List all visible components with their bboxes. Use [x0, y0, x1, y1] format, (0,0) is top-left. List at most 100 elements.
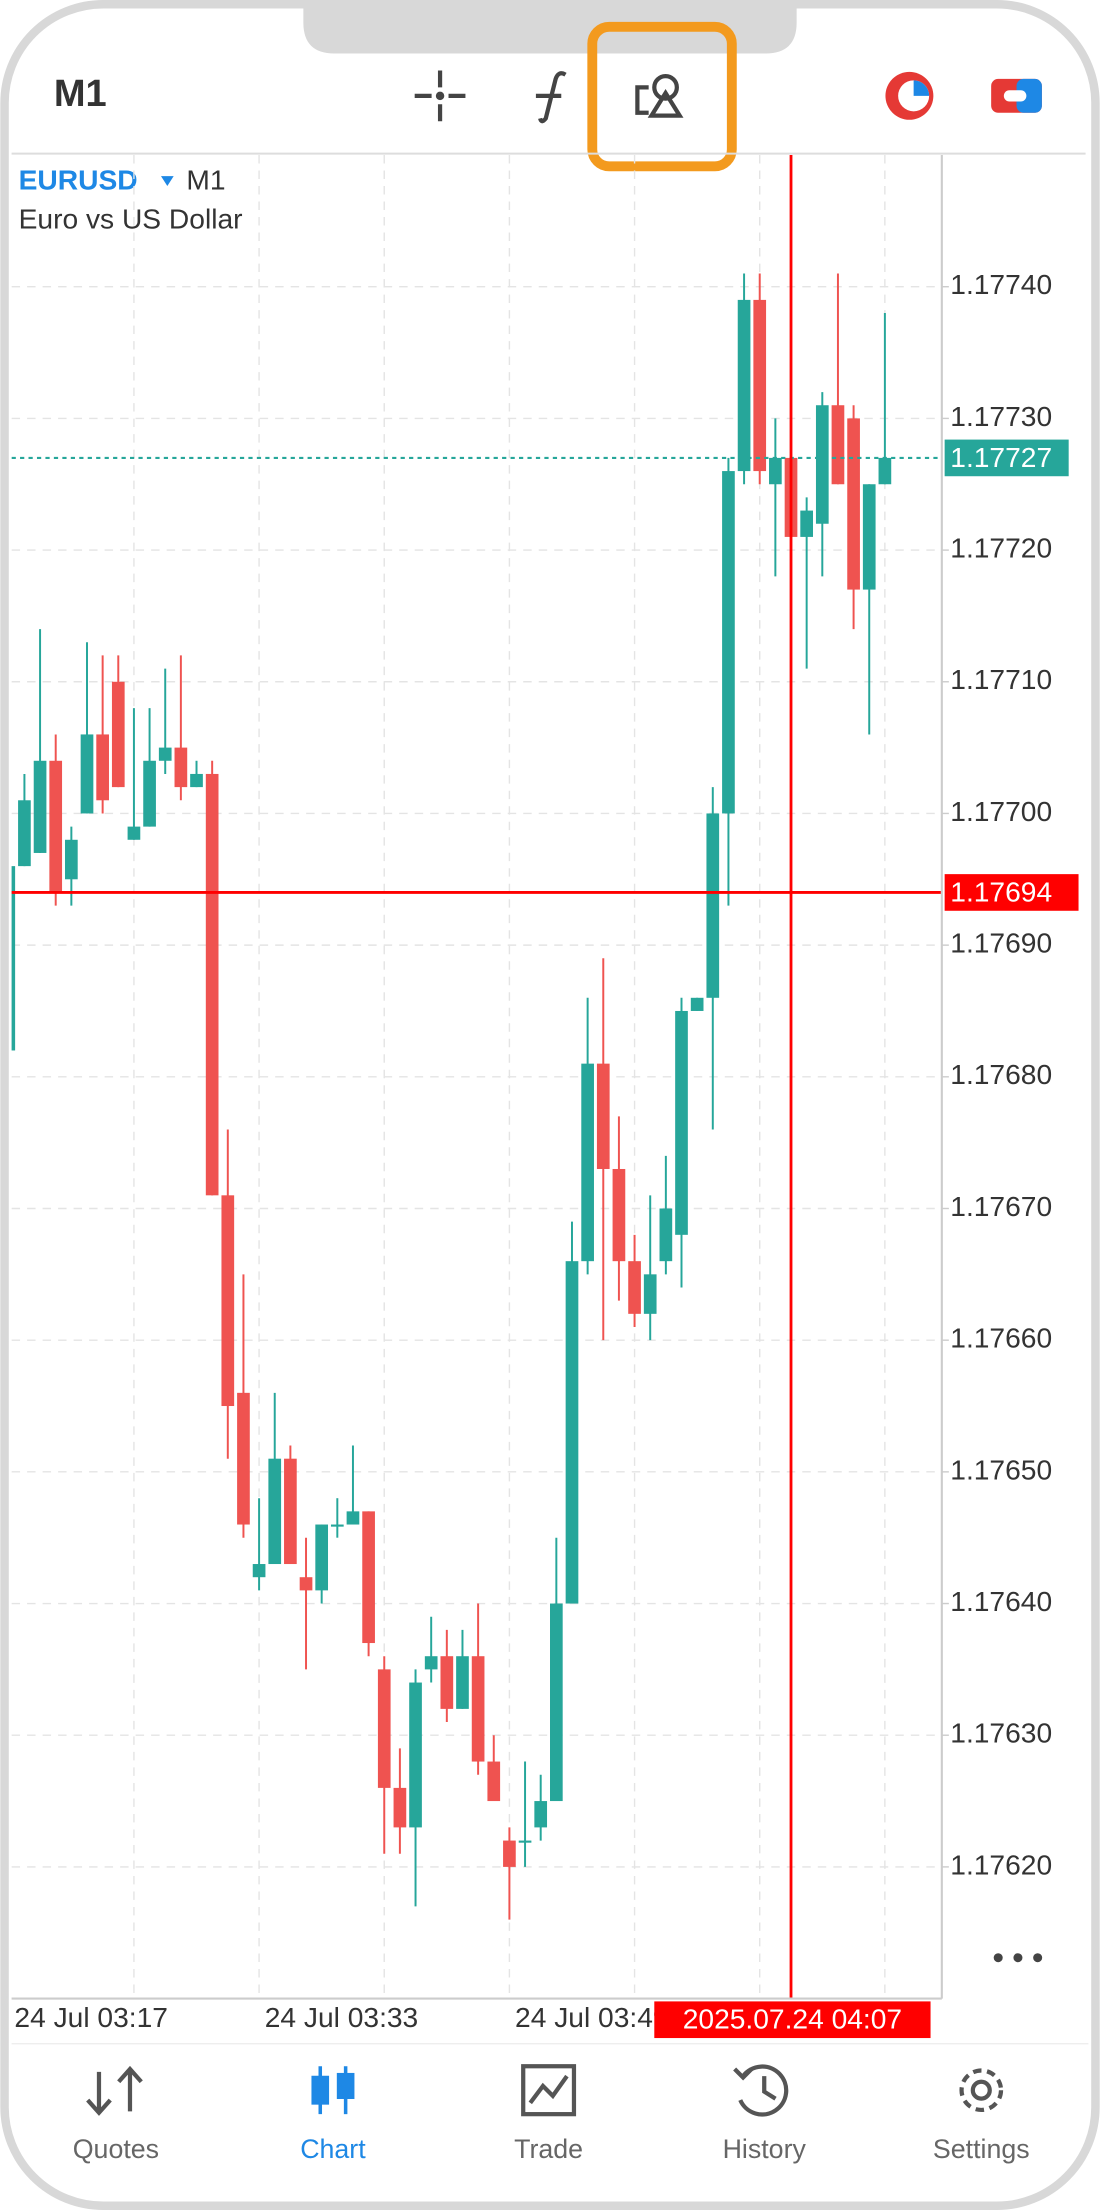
candle-body [284, 1458, 297, 1565]
candle-body [221, 1195, 235, 1407]
candle-body [862, 484, 876, 590]
x-tick-label: 24 Jul 03:33 [265, 2001, 419, 2033]
candle-body [831, 405, 845, 485]
tab-bar: Quotes Chart Trade History Settings [73, 2064, 1030, 2164]
candle-body [268, 1458, 282, 1565]
candle-body [409, 1682, 422, 1828]
candle-body [534, 1801, 548, 1828]
symbol-dropdown[interactable] [160, 176, 174, 187]
candle-body [628, 1261, 641, 1314]
tab-label[interactable]: Chart [300, 2134, 366, 2164]
history-icon [733, 2064, 789, 2117]
symbol-description: Euro vs US Dollar [19, 203, 243, 235]
candle-body [659, 1208, 673, 1262]
candle-body [49, 760, 63, 893]
candle-body [393, 1787, 407, 1828]
y-tick-label: 1.17650 [950, 1453, 1052, 1485]
more-icon[interactable] [993, 1953, 1043, 1963]
highlight-box [587, 21, 737, 172]
candle-body [252, 1564, 266, 1578]
tab-label[interactable]: Quotes [73, 2134, 159, 2164]
candle-body [769, 457, 782, 485]
candle-body [362, 1511, 375, 1644]
y-tick-label: 1.17640 [950, 1585, 1052, 1617]
candle-body [487, 1761, 501, 1802]
candle-body [565, 1261, 579, 1604]
candle-body [581, 1063, 594, 1262]
legend-timeframe: M1 [186, 163, 225, 195]
candle-body [675, 1010, 688, 1235]
candle-body [737, 299, 751, 472]
candle-body [11, 866, 16, 1051]
candle-body [690, 997, 704, 1011]
y-tick-label: 1.17670 [950, 1190, 1052, 1222]
candle-body [299, 1577, 313, 1591]
y-tick-label: 1.17710 [950, 663, 1052, 695]
candle-body [65, 839, 78, 880]
candle-body [143, 760, 156, 827]
candle-body [190, 773, 203, 788]
candle-body [346, 1511, 360, 1525]
symbol: EURUSD [19, 163, 138, 195]
quotes-icon [86, 2065, 143, 2116]
candle-body [706, 813, 720, 998]
candle-body [815, 405, 829, 524]
crosshair-time-label: 2025.07.24 04:07 [683, 2003, 902, 2035]
candle-body [205, 773, 219, 1196]
trade-icon[interactable] [991, 78, 1042, 113]
candle-body [174, 747, 188, 788]
candle-body [503, 1840, 516, 1867]
candle-body [753, 299, 767, 472]
candle-body [596, 1063, 610, 1169]
settings-icon [959, 2068, 1004, 2113]
y-tick-label: 1.17630 [950, 1717, 1052, 1749]
y-tick-label: 1.17680 [950, 1058, 1052, 1090]
tab-label[interactable]: Trade [514, 2134, 583, 2164]
candle-body [127, 826, 141, 840]
candle-body [111, 681, 125, 788]
current-price-label: 1.17727 [950, 441, 1052, 473]
candle-body [18, 800, 31, 867]
x-tick-label: 24 Jul 03:49 [515, 2001, 669, 2033]
y-tick-label: 1.17720 [950, 532, 1052, 564]
x-tick-label: 24 Jul 03:17 [14, 2001, 168, 2033]
candle-body [96, 734, 109, 801]
crosshair-price-tag [944, 874, 1079, 911]
candle-body [315, 1524, 329, 1591]
candle-body [377, 1669, 391, 1788]
account-icon[interactable] [885, 71, 934, 120]
y-tick-label: 1.17690 [950, 927, 1052, 959]
trade-tab-icon [521, 2064, 577, 2117]
crosshair-icon[interactable] [414, 70, 466, 122]
candle-body [456, 1656, 469, 1709]
plot-area [11, 155, 942, 1999]
chart-icon [311, 2066, 355, 2115]
candle-body [722, 471, 735, 814]
candle-body [643, 1274, 657, 1314]
tab-label[interactable]: Settings [933, 2134, 1030, 2164]
objects-icon[interactable] [635, 73, 684, 118]
y-tick-label: 1.17740 [950, 268, 1052, 300]
y-tick-label: 1.17660 [950, 1322, 1052, 1354]
indicators-icon[interactable] [538, 71, 567, 124]
candle-body [330, 1524, 344, 1527]
notch [303, 4, 797, 54]
crosshair-price-label: 1.17694 [950, 875, 1052, 907]
crosshair-time-tag [654, 2001, 931, 2039]
tab-label[interactable]: History [723, 2134, 807, 2164]
timeframe-button[interactable]: M1 [54, 73, 107, 115]
y-tick-label: 1.17700 [950, 795, 1052, 827]
current-price-tag [944, 439, 1069, 477]
y-tick-label: 1.17730 [950, 400, 1052, 432]
candle-body [518, 1840, 532, 1843]
candle-body [800, 510, 814, 537]
axes: 1.17740 1.17730 1.17720 1.17710 1.17700 1.176… [14, 268, 1079, 2039]
candle-body [878, 457, 892, 485]
candle-body [158, 747, 172, 761]
candle-body [33, 760, 47, 853]
candle-body [440, 1656, 454, 1709]
y-tick-label: 1.17620 [950, 1848, 1052, 1880]
candle-body [237, 1392, 250, 1525]
